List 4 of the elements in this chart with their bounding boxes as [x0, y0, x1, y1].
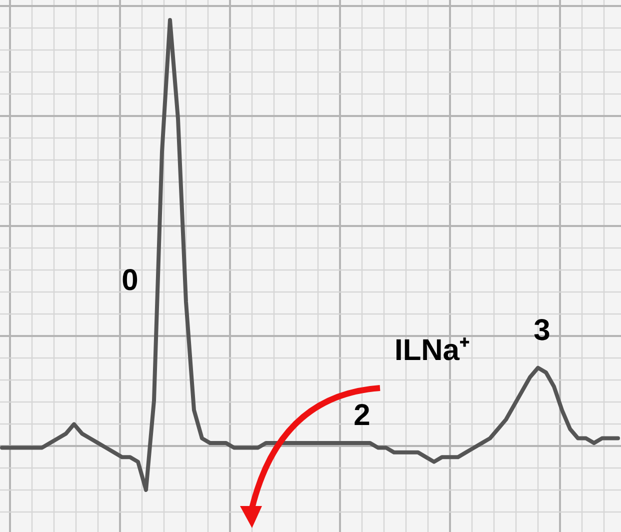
annotation: 2	[354, 399, 370, 432]
annotation: 0	[122, 264, 138, 297]
annotation: ILNa⁺	[394, 334, 470, 367]
annotation: 3	[534, 314, 550, 347]
